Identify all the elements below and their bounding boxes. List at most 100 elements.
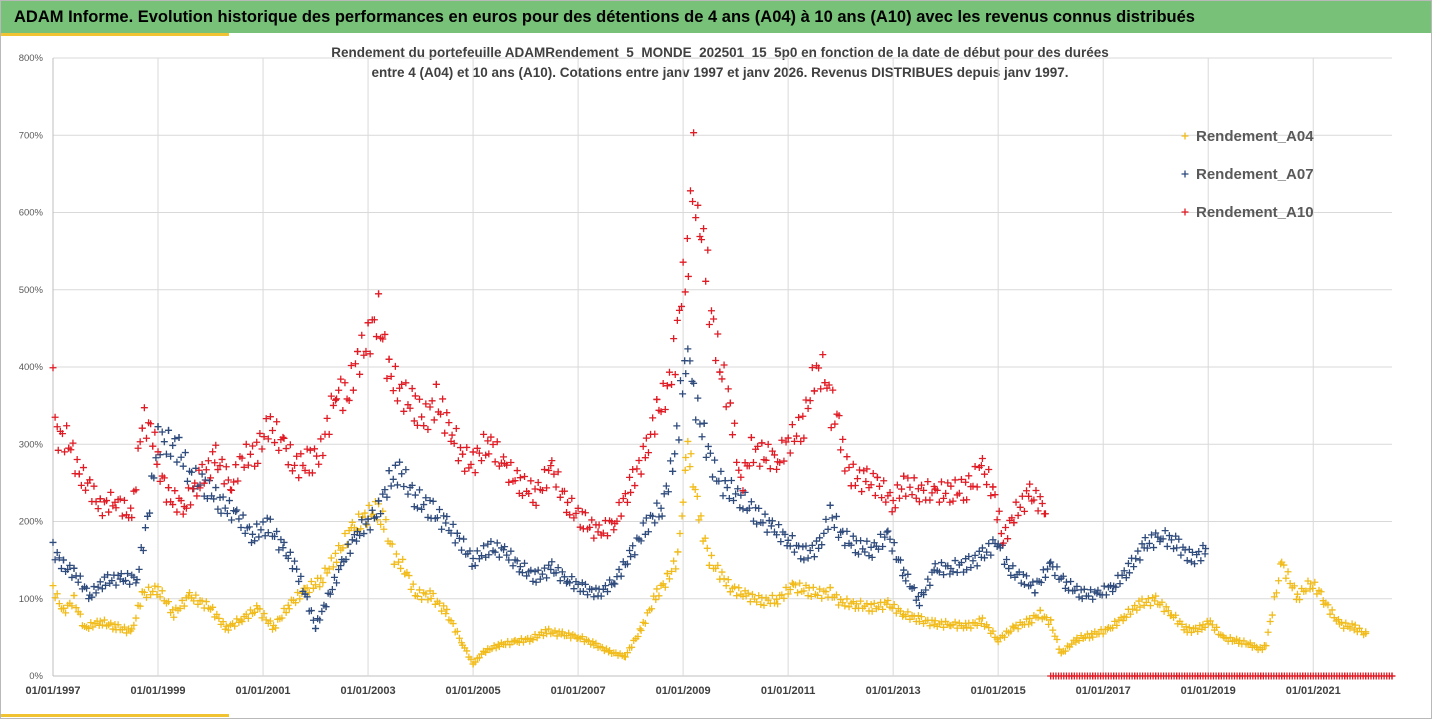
data-point-rendement-a10 xyxy=(77,481,85,489)
data-point-rendement-a07 xyxy=(881,533,889,541)
data-point-rendement-a07 xyxy=(857,537,865,545)
data-point-rendement-a04 xyxy=(363,521,371,529)
data-point-rendement-a10 xyxy=(518,492,526,500)
data-point-rendement-a10 xyxy=(128,514,136,522)
data-point-rendement-a10 xyxy=(98,512,106,520)
data-point-rendement-a07 xyxy=(379,490,387,498)
data-point-rendement-a07 xyxy=(344,540,352,548)
data-point-rendement-a10 xyxy=(329,401,337,409)
data-point-rendement-a10 xyxy=(387,372,395,380)
data-point-rendement-a07 xyxy=(1102,591,1110,599)
data-point-rendement-a04 xyxy=(1270,593,1278,601)
data-point-rendement-a07 xyxy=(963,566,971,574)
data-point-rendement-a10 xyxy=(735,466,743,474)
data-point-rendement-a07 xyxy=(698,433,706,441)
data-point-rendement-a10 xyxy=(299,461,307,469)
data-point-rendement-a07 xyxy=(1100,582,1108,590)
data-point-rendement-a10 xyxy=(1026,480,1034,488)
data-point-rendement-a10 xyxy=(413,421,421,429)
data-point-rendement-a07 xyxy=(545,561,553,569)
data-point-rendement-a10 xyxy=(853,475,861,483)
data-point-rendement-a10 xyxy=(707,307,715,315)
data-point-rendement-a04 xyxy=(123,629,131,637)
data-point-rendement-a07 xyxy=(518,569,526,577)
data-point-rendement-a04 xyxy=(365,501,373,509)
data-point-rendement-a04 xyxy=(251,608,259,616)
data-point-rendement-a10 xyxy=(702,277,710,285)
data-point-rendement-a04 xyxy=(1326,610,1334,618)
data-point-rendement-a04 xyxy=(1131,602,1139,610)
data-point-rendement-a07 xyxy=(516,563,524,571)
data-point-rendement-a04 xyxy=(1053,635,1061,643)
data-point-rendement-a07 xyxy=(1183,557,1191,565)
data-point-rendement-a10 xyxy=(552,483,560,491)
data-point-rendement-a10 xyxy=(867,481,875,489)
data-point-rendement-a10 xyxy=(944,479,952,487)
data-point-rendement-a04 xyxy=(636,625,644,633)
data-point-rendement-a07 xyxy=(736,504,744,512)
data-point-rendement-a10 xyxy=(454,457,462,465)
data-point-rendement-a07 xyxy=(806,547,814,555)
data-point-rendement-a10 xyxy=(613,517,621,525)
data-point-rendement-a04 xyxy=(282,609,290,617)
data-point-rendement-a04 xyxy=(605,648,613,656)
data-point-rendement-a07 xyxy=(165,426,173,434)
data-point-rendement-a04 xyxy=(867,600,875,608)
data-point-rendement-a07 xyxy=(912,596,920,604)
data-point-rendement-a10 xyxy=(668,381,676,389)
data-point-rendement-a10 xyxy=(665,368,673,376)
data-point-rendement-a10 xyxy=(619,494,627,502)
data-point-rendement-a04 xyxy=(744,589,752,597)
data-point-rendement-a04 xyxy=(1129,605,1137,613)
data-point-rendement-a10 xyxy=(694,201,702,209)
data-point-rendement-a04 xyxy=(492,644,500,652)
data-point-rendement-a10 xyxy=(949,497,957,505)
data-point-rendement-a07 xyxy=(389,475,397,483)
data-point-rendement-a04 xyxy=(652,596,660,604)
data-point-rendement-a07 xyxy=(171,435,179,443)
data-point-rendement-a07 xyxy=(777,538,785,546)
data-point-rendement-a04 xyxy=(100,616,108,624)
data-point-rendement-a10 xyxy=(995,507,1003,515)
data-point-rendement-a07 xyxy=(849,532,857,540)
data-point-rendement-a04 xyxy=(176,604,184,612)
data-point-rendement-a10 xyxy=(191,479,199,487)
data-point-rendement-a04 xyxy=(194,600,202,608)
data-point-rendement-a07 xyxy=(867,543,875,551)
data-point-rendement-a10 xyxy=(485,450,493,458)
data-point-rendement-a07 xyxy=(245,523,253,531)
data-point-rendement-a04 xyxy=(691,486,699,494)
data-point-rendement-a04 xyxy=(994,638,1002,646)
data-point-rendement-a10 xyxy=(1014,511,1022,519)
data-point-rendement-a07 xyxy=(391,461,399,469)
data-point-rendement-a07 xyxy=(739,505,747,513)
data-point-rendement-a10 xyxy=(880,477,888,485)
data-point-rendement-a10 xyxy=(590,534,598,542)
data-point-rendement-a07 xyxy=(139,546,147,554)
data-point-rendement-a10 xyxy=(722,403,730,411)
data-point-rendement-a10 xyxy=(862,478,870,486)
data-point-rendement-a04 xyxy=(114,621,122,629)
data-point-rendement-a10 xyxy=(720,361,728,369)
accent-bar-bottom xyxy=(1,714,229,717)
data-point-rendement-a10 xyxy=(987,492,995,500)
data-point-rendement-a07 xyxy=(1118,571,1126,579)
data-point-rendement-a07 xyxy=(657,504,665,512)
data-point-rendement-a07 xyxy=(574,580,582,588)
data-point-rendement-a10 xyxy=(244,461,252,469)
data-point-rendement-a04 xyxy=(296,595,304,603)
data-point-rendement-a07 xyxy=(610,579,618,587)
data-point-rendement-a07 xyxy=(1134,547,1142,555)
data-point-rendement-a07 xyxy=(515,568,523,576)
data-point-rendement-a10 xyxy=(920,486,928,494)
data-point-rendement-a07 xyxy=(802,542,810,550)
data-point-rendement-a04 xyxy=(256,605,264,613)
data-point-rendement-a07 xyxy=(926,581,934,589)
data-point-rendement-a07 xyxy=(554,564,562,572)
data-point-rendement-a10 xyxy=(372,333,380,341)
data-point-rendement-a04 xyxy=(1277,560,1285,568)
data-point-rendement-a10 xyxy=(160,474,168,482)
data-point-rendement-a07 xyxy=(973,562,981,570)
data-point-rendement-a07 xyxy=(899,572,907,580)
data-point-rendement-a04 xyxy=(455,634,463,642)
